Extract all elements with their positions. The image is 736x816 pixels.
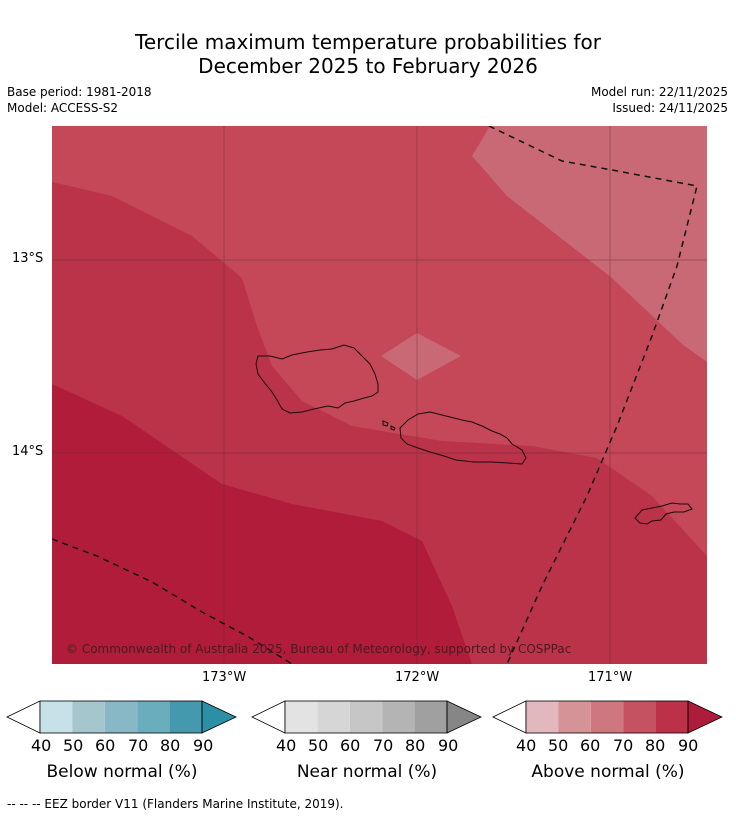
below-swatch-70-80 xyxy=(137,701,170,733)
apolima-islet xyxy=(390,425,396,431)
lon-label-172w: 172°W xyxy=(395,670,440,685)
above-swatch-40-50 xyxy=(526,701,559,733)
above-tick-60: 60 xyxy=(580,736,601,755)
below-tick-60: 60 xyxy=(95,736,116,755)
near-frame xyxy=(284,700,448,734)
near-swatch-60-70 xyxy=(349,701,383,733)
below-normal-label: Below normal (%) xyxy=(46,762,198,782)
above-swatch-50-60 xyxy=(558,701,591,733)
above-swatch-60-70 xyxy=(590,701,624,733)
below-swatch-80-90 xyxy=(169,701,202,733)
map-panel: © Commonwealth of Australia 2025, Bureau… xyxy=(52,126,707,664)
model-text: Model: ACCESS-S2 xyxy=(7,101,119,115)
tutuila-island xyxy=(634,502,693,525)
near-tick-60: 60 xyxy=(340,736,361,755)
savaii-island xyxy=(255,344,379,414)
eez-footnote: -- -- -- EEZ border V11 (Flanders Marine… xyxy=(7,797,344,811)
near-arrow-high xyxy=(446,700,482,734)
coastlines xyxy=(255,344,693,525)
colorbar-above xyxy=(492,700,723,734)
below-swatch-60-70 xyxy=(104,701,138,733)
title-line-2: December 2025 to February 2026 xyxy=(198,54,538,78)
near-swatch-50-60 xyxy=(317,701,350,733)
prob-band-60-70 xyxy=(472,126,707,362)
above-frame xyxy=(525,700,689,734)
title-line-1: Tercile maximum temperature probabilitie… xyxy=(135,30,601,54)
above-tick-40: 40 xyxy=(516,736,537,755)
near-tick-80: 80 xyxy=(405,736,426,755)
model-run-text: Model run: 22/11/2025 xyxy=(590,85,728,99)
below-tick-90: 90 xyxy=(193,736,214,755)
prob-diamond-60-70 xyxy=(381,333,461,380)
eez-borders xyxy=(52,126,698,664)
map-svg: © Commonwealth of Australia 2025, Bureau… xyxy=(52,126,707,664)
above-tick-90: 90 xyxy=(678,736,699,755)
above-tick-70: 70 xyxy=(613,736,634,755)
near-tick-90: 90 xyxy=(438,736,459,755)
above-arrow-low xyxy=(492,700,527,734)
map-title: Tercile maximum temperature probabilitie… xyxy=(0,30,736,78)
below-tick-80: 80 xyxy=(160,736,181,755)
meta-left: Base period: 1981-2018 Model: ACCESS-S2 xyxy=(7,84,152,116)
near-swatch-40-50 xyxy=(285,701,318,733)
lat-label-14s: 14°S xyxy=(12,444,44,459)
above-tick-80: 80 xyxy=(645,736,666,755)
below-swatch-50-60 xyxy=(72,701,105,733)
upolu-island xyxy=(399,411,527,465)
below-tick-70: 70 xyxy=(128,736,149,755)
copyright-text: © Commonwealth of Australia 2025, Bureau… xyxy=(66,642,571,656)
graticule xyxy=(52,126,707,664)
below-swatch-40-50 xyxy=(40,701,73,733)
near-tick-40: 40 xyxy=(276,736,297,755)
prob-band-90-plus xyxy=(52,384,472,664)
issued-text: Issued: 24/11/2025 xyxy=(612,101,728,115)
lat-label-13s: 13°S xyxy=(12,251,44,266)
above-tick-50: 50 xyxy=(548,736,569,755)
above-swatch-70-80 xyxy=(623,701,656,733)
lon-label-173w: 173°W xyxy=(202,670,247,685)
near-tick-70: 70 xyxy=(373,736,394,755)
lon-label-171w: 171°W xyxy=(588,670,633,685)
near-swatch-70-80 xyxy=(382,701,415,733)
near-tick-50: 50 xyxy=(308,736,329,755)
eez-border-samoa-east xyxy=(488,126,698,664)
below-tick-40: 40 xyxy=(31,736,52,755)
above-normal-label: Above normal (%) xyxy=(531,762,685,782)
manono-islet xyxy=(382,420,389,427)
near-arrow-low xyxy=(251,700,286,734)
above-swatch-80-90 xyxy=(655,701,688,733)
below-tick-50: 50 xyxy=(63,736,84,755)
above-arrow-high xyxy=(687,700,723,734)
colorbar-below xyxy=(6,700,237,734)
below-frame xyxy=(39,700,203,734)
base-period-text: Base period: 1981-2018 xyxy=(7,85,152,99)
below-arrow-high xyxy=(201,700,237,734)
near-normal-label: Near normal (%) xyxy=(296,762,438,782)
below-arrow-low xyxy=(6,700,41,734)
meta-right: Model run: 22/11/2025 Issued: 24/11/2025 xyxy=(591,84,728,116)
near-swatch-80-90 xyxy=(414,701,447,733)
colorbar-near xyxy=(251,700,482,734)
